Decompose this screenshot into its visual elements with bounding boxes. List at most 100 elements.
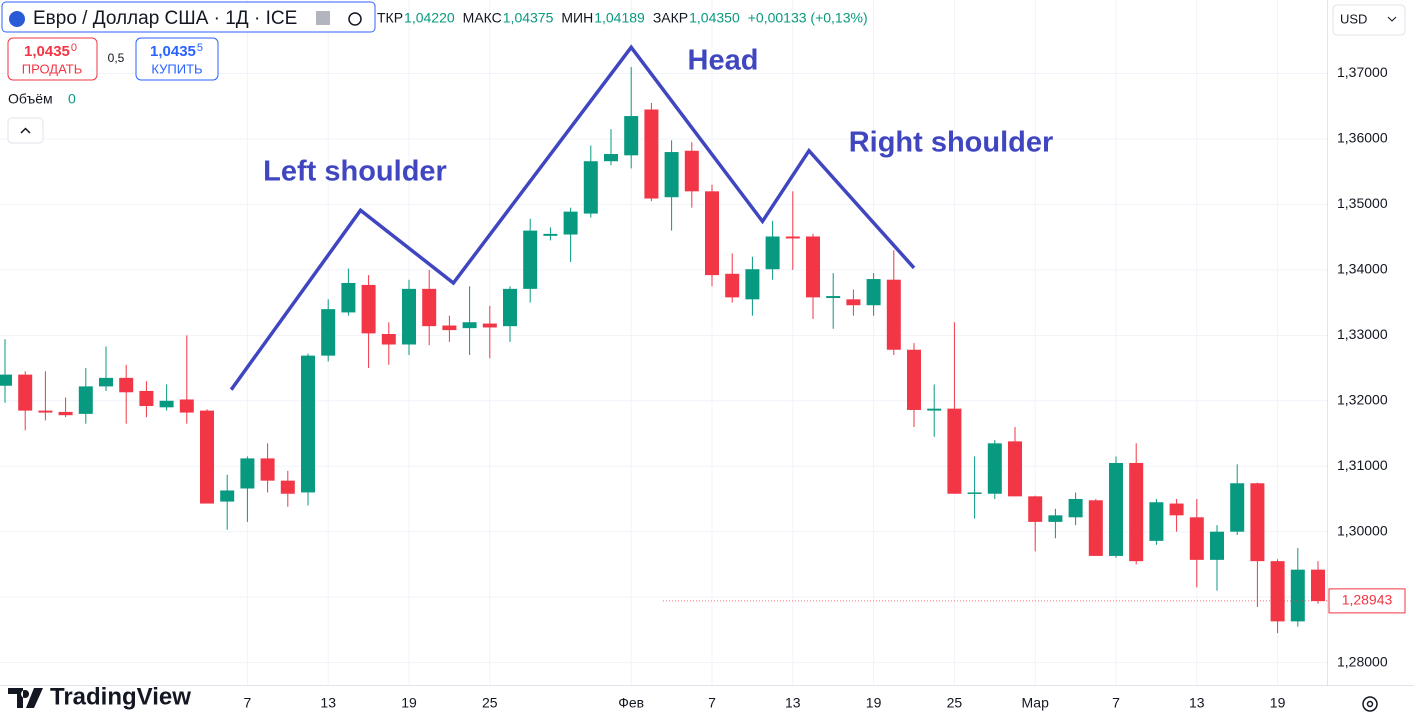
- title-box[interactable]: [1, 1, 376, 33]
- candle-body: [1048, 515, 1063, 522]
- grid: [0, 0, 1327, 685]
- symbol-title: Евро / Доллар США · 1Д · ICE: [33, 8, 297, 29]
- sell-price-small: 0: [71, 42, 77, 54]
- candle-body: [1270, 561, 1285, 622]
- y-tick-label: 1,31000: [1337, 457, 1388, 473]
- candle-body: [0, 374, 12, 386]
- x-tick-label: 25: [947, 695, 963, 711]
- spread: 0,5: [108, 51, 125, 65]
- candle-body: [1109, 462, 1123, 556]
- candle-body: [220, 490, 235, 502]
- candle-body: [462, 322, 477, 329]
- candle-body: [321, 309, 336, 356]
- candle-body: [442, 325, 457, 331]
- candle-body: [866, 279, 881, 306]
- candle-body: [765, 236, 780, 270]
- candle-body: [1250, 483, 1265, 562]
- pattern-label: Right shoulder: [849, 127, 1054, 159]
- candle-body: [987, 443, 1002, 494]
- x-tick-label: 25: [482, 695, 498, 711]
- candle-body: [38, 410, 53, 413]
- buy-price-small: 5: [197, 42, 203, 54]
- y-tick-label: 1,33000: [1337, 326, 1388, 342]
- collapse-button[interactable]: [7, 117, 44, 144]
- candle-body: [1068, 498, 1083, 518]
- candle-body: [1149, 502, 1164, 541]
- x-tick-label: 13: [785, 695, 801, 711]
- candle-body: [725, 273, 740, 298]
- candle-body: [260, 458, 275, 481]
- settings-icon[interactable]: [1362, 696, 1378, 712]
- chevron: [1387, 16, 1397, 22]
- chevron: [20, 127, 31, 134]
- x-tick-label: 19: [401, 695, 417, 711]
- candle-body: [644, 109, 659, 199]
- candle-body: [341, 282, 356, 313]
- stat-value: 1,04350: [689, 10, 740, 26]
- candle-body: [240, 458, 255, 489]
- stat-value: 1,04189: [594, 10, 645, 26]
- stat-label: ЗАКР: [653, 10, 688, 26]
- candle-body: [563, 211, 578, 235]
- candle-body: [18, 374, 33, 411]
- currency-box[interactable]: [1332, 4, 1406, 36]
- sell-price: 1,0435: [24, 43, 70, 60]
- candle-body: [927, 408, 942, 411]
- x-tick-label: 13: [1189, 695, 1205, 711]
- candle-body: [1189, 517, 1204, 560]
- sell-button[interactable]: [7, 37, 98, 81]
- candle-body: [1230, 483, 1245, 532]
- last-price-label: 1,28943: [1342, 592, 1393, 608]
- candle-body: [402, 288, 416, 345]
- candle-body: [967, 492, 982, 494]
- candle-body: [745, 269, 760, 300]
- x-tick-label: 7: [1112, 695, 1120, 711]
- y-tick-label: 1,36000: [1337, 130, 1388, 146]
- candle-body: [785, 236, 800, 239]
- x-tick-label: Мар: [1021, 695, 1049, 711]
- candle-body: [826, 296, 841, 299]
- y-tick-label: 1,32000: [1337, 391, 1388, 407]
- candle-body: [78, 386, 93, 414]
- buy-price: 1,0435: [150, 43, 196, 60]
- candle-body: [139, 390, 154, 407]
- pattern-label: Head: [688, 45, 759, 77]
- pattern-label: Left shoulder: [263, 156, 447, 188]
- pattern-line: [229, 44, 916, 391]
- candle-body: [705, 191, 719, 276]
- flag-icon: [9, 11, 25, 27]
- currency: USD: [1340, 11, 1367, 26]
- candle-body: [1290, 569, 1305, 622]
- logo-icon: [8, 688, 43, 708]
- icon[interactable]: [348, 12, 362, 26]
- y-tick-label: 1,35000: [1337, 195, 1388, 211]
- stat-change: +0,00133 (+0,13%): [748, 10, 868, 26]
- stat-label: МИН: [561, 10, 593, 26]
- candle-body: [1210, 531, 1224, 560]
- x-tick-label: 19: [866, 695, 882, 711]
- candle-body: [1028, 496, 1043, 522]
- candle-body: [846, 299, 861, 306]
- overlay: Евро / Доллар США · 1Д · ICE ТКР 1,04220 М…: [1, 1, 1406, 712]
- stat-value: 1,04220: [404, 10, 455, 26]
- candle-body: [886, 279, 901, 350]
- candle-body: [58, 411, 73, 416]
- buy-button[interactable]: [135, 37, 219, 81]
- volume-label: Объём: [8, 91, 53, 107]
- candle-body: [422, 288, 437, 327]
- candle-body: [301, 355, 315, 493]
- candle-body: [907, 349, 921, 410]
- ohlc-stats: ТКР 1,04220 МАКС 1,04375 МИН 1,04189 ЗАКР 1,043…: [377, 10, 868, 26]
- y-tick-label: 1,30000: [1337, 522, 1388, 538]
- candle-body: [604, 154, 618, 162]
- x-tick-label: 19: [1270, 695, 1286, 711]
- candle-body: [361, 284, 376, 334]
- y-tick-label: 1,34000: [1337, 261, 1388, 277]
- icon[interactable]: [316, 11, 330, 25]
- x-tick-label: Фев: [618, 695, 644, 711]
- y-tick-label: 1,37000: [1337, 64, 1388, 80]
- candle-body: [503, 288, 517, 327]
- candle-body: [624, 116, 639, 156]
- brand: TradingView: [50, 683, 191, 710]
